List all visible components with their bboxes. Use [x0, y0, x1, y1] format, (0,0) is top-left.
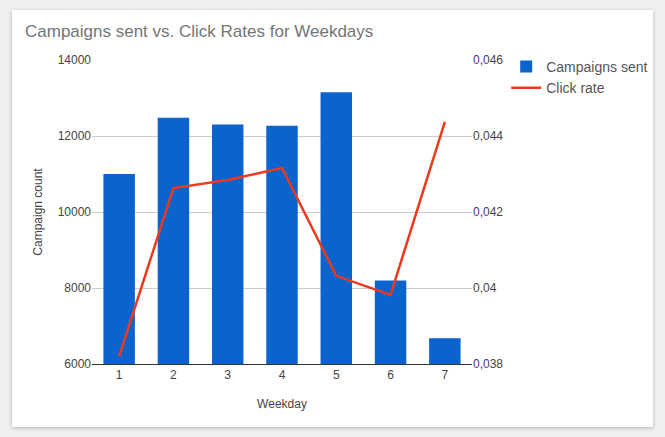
svg-text:14000: 14000 [58, 53, 92, 67]
svg-text:0,038: 0,038 [473, 357, 503, 371]
svg-text:4: 4 [279, 368, 286, 382]
svg-text:10000: 10000 [58, 205, 92, 219]
svg-text:6: 6 [387, 368, 394, 382]
svg-text:5: 5 [333, 368, 340, 382]
svg-text:8000: 8000 [64, 281, 91, 295]
svg-text:Campaigns sent vs. Click Rates: Campaigns sent vs. Click Rates for Weekd… [25, 22, 373, 41]
svg-text:12000: 12000 [58, 129, 92, 143]
svg-text:0,046: 0,046 [473, 53, 503, 67]
svg-text:Weekday: Weekday [257, 397, 307, 411]
svg-text:0,042: 0,042 [473, 205, 503, 219]
svg-text:Campaign count: Campaign count [31, 168, 45, 256]
svg-text:1: 1 [116, 368, 123, 382]
svg-text:7: 7 [442, 368, 449, 382]
svg-text:Campaigns sent: Campaigns sent [546, 59, 647, 75]
svg-text:0,044: 0,044 [473, 129, 503, 143]
svg-text:6000: 6000 [64, 357, 91, 371]
svg-text:3: 3 [224, 368, 231, 382]
svg-text:0,04: 0,04 [473, 281, 497, 295]
svg-text:2: 2 [170, 368, 177, 382]
svg-text:Click rate: Click rate [546, 80, 605, 96]
